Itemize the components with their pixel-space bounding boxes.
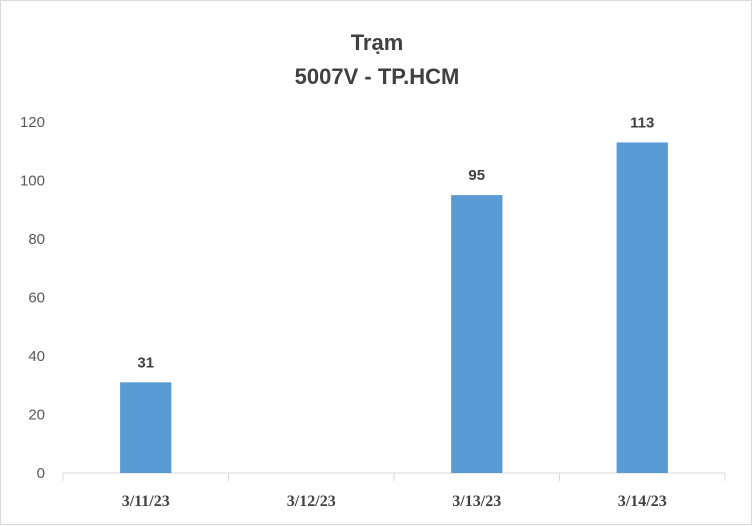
- y-tick-label: 40: [28, 348, 45, 365]
- chart-title-line-1: Trạm: [351, 30, 404, 55]
- x-tick-label: 3/13/23: [452, 493, 501, 510]
- bar: [120, 382, 172, 473]
- bar: [616, 142, 668, 473]
- y-tick-label: 20: [28, 407, 45, 424]
- x-tick-label: 3/12/23: [287, 493, 336, 510]
- x-tick-label: 3/11/23: [122, 493, 170, 510]
- x-tick-label: 3/14/23: [618, 493, 667, 510]
- data-label: 31: [137, 354, 154, 371]
- y-tick-label: 80: [28, 231, 45, 248]
- bar: [451, 195, 503, 473]
- y-tick-label: 120: [20, 114, 45, 131]
- bars: [120, 142, 668, 473]
- chart-title-line-2: 5007V - TP.HCM: [295, 64, 460, 89]
- data-label: 113: [630, 114, 654, 131]
- axes: 0 20 40 60 80 100 120: [20, 114, 726, 482]
- labels: 3/11/23 31 3/12/23 3/13/23 95 3/14/23 113: [122, 114, 667, 510]
- y-tick-label: 100: [20, 173, 45, 190]
- data-label: 95: [468, 167, 485, 184]
- y-tick-label: 0: [37, 465, 45, 482]
- y-tick-label: 60: [28, 290, 45, 307]
